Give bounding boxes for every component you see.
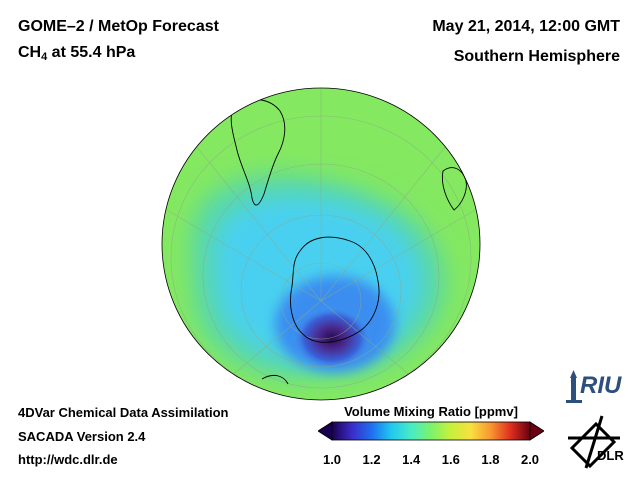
riu-tower-icon xyxy=(566,370,582,403)
australia-coast xyxy=(261,374,289,385)
species-label: CH4 at 55.4 hPa xyxy=(18,44,135,63)
colorbar-high-arrow xyxy=(529,421,544,441)
species-prefix: CH xyxy=(18,44,42,61)
south-america-coast xyxy=(230,98,286,206)
hemisphere-label: Southern Hemisphere xyxy=(453,48,620,65)
riu-logo: RIU xyxy=(566,370,626,406)
colorbar-tick-label: 1.6 xyxy=(441,452,460,467)
globe-outline xyxy=(161,87,481,401)
colorbar-title: Volume Mixing Ratio [ppmv] xyxy=(344,404,518,419)
colorbar-tick-label: 2.0 xyxy=(520,452,540,467)
colorbar-low-arrow xyxy=(318,421,333,441)
colorbar-tick-label: 1.0 xyxy=(322,452,342,467)
methane-minimum xyxy=(292,306,372,370)
colorbar xyxy=(318,421,544,441)
colorbar-tick-label: 1.8 xyxy=(481,452,500,467)
riu-logo-text: RIU xyxy=(580,372,622,399)
graticule xyxy=(162,88,480,400)
dlr-logo-text: DLR xyxy=(597,448,624,463)
assimilation-method: 4DVar Chemical Data Assimilation xyxy=(18,405,229,420)
coastlines xyxy=(230,98,467,385)
globe-map xyxy=(161,87,481,401)
source-url[interactable]: http://wdc.dlr.de xyxy=(18,452,118,467)
colorbar-tick-label: 1.2 xyxy=(362,452,381,467)
software-version: SACADA Version 2.4 xyxy=(18,429,146,444)
species-subscript: 4 xyxy=(41,51,48,63)
africa-coast xyxy=(441,167,467,211)
map-title: GOME–2 / MetOp Forecast xyxy=(18,18,219,35)
forecast-datetime: May 21, 2014, 12:00 GMT xyxy=(432,18,620,35)
antarctica-coast xyxy=(290,236,380,343)
dlr-logo-icon xyxy=(568,415,620,469)
colorbar-bar xyxy=(331,421,531,441)
colorbar-tick-label: 1.4 xyxy=(402,452,421,467)
species-level: at 55.4 hPa xyxy=(47,44,136,61)
